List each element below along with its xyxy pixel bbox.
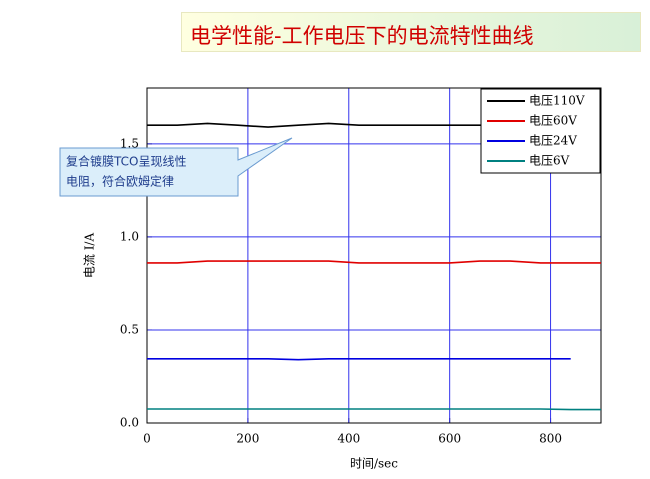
y-tick-label: 0.5: [120, 322, 139, 336]
x-tick-label: 400: [337, 432, 360, 446]
y-tick-label: 0.0: [120, 416, 139, 430]
legend-box: [480, 88, 601, 174]
page-title: 电学性能-工作电压下的电流特性曲线: [190, 24, 534, 48]
legend-label: 电压24V: [529, 134, 577, 148]
legend-label: 电压110V: [529, 94, 585, 108]
y-tick-label: 1.0: [120, 229, 139, 243]
x-tick-label: 800: [539, 432, 562, 446]
series-line: [147, 358, 571, 361]
legend-label: 电压60V: [529, 114, 577, 128]
x-tick-label: 200: [236, 432, 259, 446]
annotation: 复合镀膜TCO呈现线性: [66, 154, 186, 169]
x-tick-label: 0: [143, 432, 151, 446]
series-line: [147, 260, 601, 264]
callout: [59, 137, 293, 197]
title-banner: 电学性能-工作电压下的电流特性曲线: [181, 12, 641, 52]
x-tick-label: 600: [438, 432, 461, 446]
x-axis-label: 时间/sec: [350, 457, 398, 471]
legend-label: 电压6V: [529, 154, 570, 168]
annotation: 电阻，符合欧姆定律: [66, 174, 174, 189]
series-line: [147, 408, 601, 411]
y-tick-label: 1.5: [120, 136, 139, 150]
y-axis-label: 电流 I/A: [83, 233, 97, 279]
plot-frame: [146, 87, 602, 424]
